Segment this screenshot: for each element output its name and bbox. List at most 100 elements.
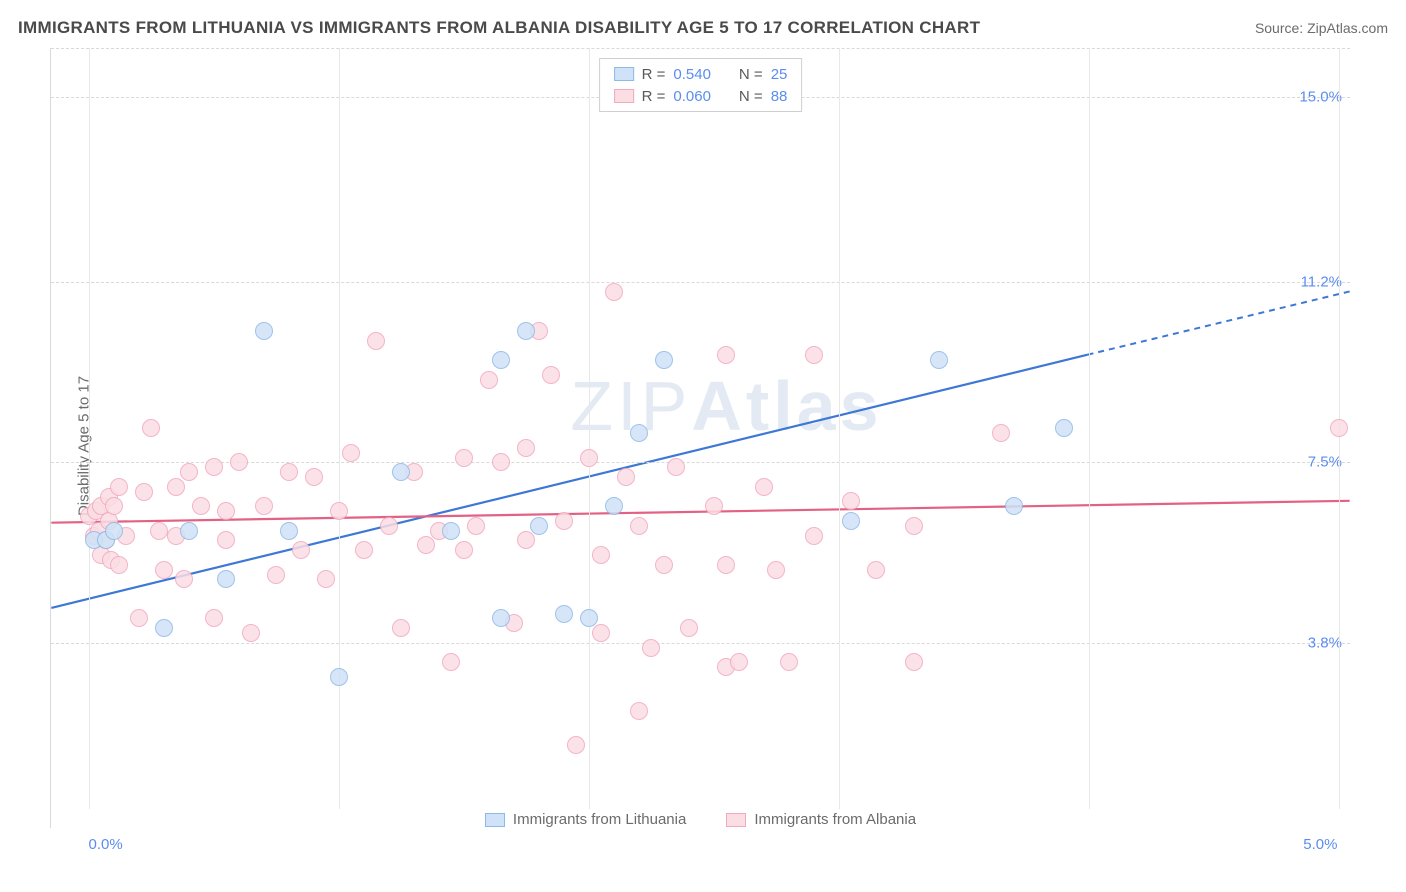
data-point bbox=[155, 561, 173, 579]
data-point bbox=[705, 497, 723, 515]
data-point bbox=[175, 570, 193, 588]
data-point bbox=[992, 424, 1010, 442]
data-point bbox=[467, 517, 485, 535]
data-point bbox=[617, 468, 635, 486]
swatch-bottom-1 bbox=[726, 813, 746, 827]
data-point bbox=[667, 458, 685, 476]
data-point bbox=[680, 619, 698, 637]
gridline-v bbox=[1339, 48, 1340, 827]
data-point bbox=[605, 497, 623, 515]
data-point bbox=[517, 439, 535, 457]
x-tick-label: 0.0% bbox=[89, 836, 123, 853]
data-point bbox=[205, 609, 223, 627]
gridline-h bbox=[51, 282, 1350, 283]
gridline-h bbox=[51, 48, 1350, 49]
y-tick-label: 15.0% bbox=[1299, 88, 1342, 105]
data-point bbox=[135, 483, 153, 501]
data-point bbox=[330, 502, 348, 520]
data-point bbox=[555, 512, 573, 530]
data-point bbox=[655, 351, 673, 369]
data-point bbox=[805, 346, 823, 364]
gridline-v bbox=[839, 48, 840, 827]
data-point bbox=[542, 366, 560, 384]
data-point bbox=[292, 541, 310, 559]
swatch-bottom-0 bbox=[485, 813, 505, 827]
data-point bbox=[392, 463, 410, 481]
data-point bbox=[255, 322, 273, 340]
legend-bottom-item-0: Immigrants from Lithuania bbox=[485, 811, 686, 828]
data-point bbox=[342, 444, 360, 462]
data-point bbox=[730, 653, 748, 671]
data-point bbox=[1005, 497, 1023, 515]
data-point bbox=[417, 536, 435, 554]
gridline-h bbox=[51, 643, 1350, 644]
data-point bbox=[517, 531, 535, 549]
legend-row-1: R = 0.060 N = 88 bbox=[614, 85, 788, 107]
data-point bbox=[642, 639, 660, 657]
source-label: Source: ZipAtlas.com bbox=[1255, 20, 1388, 36]
data-point bbox=[767, 561, 785, 579]
data-point bbox=[1330, 419, 1348, 437]
data-point bbox=[492, 609, 510, 627]
regression-line-1 bbox=[51, 501, 1349, 523]
data-point bbox=[192, 497, 210, 515]
data-point bbox=[780, 653, 798, 671]
data-point bbox=[110, 478, 128, 496]
y-tick-label: 3.8% bbox=[1308, 634, 1342, 651]
data-point bbox=[630, 702, 648, 720]
legend-bottom-item-1: Immigrants from Albania bbox=[726, 811, 916, 828]
regression-line-dash-0 bbox=[1088, 291, 1350, 354]
data-point bbox=[630, 424, 648, 442]
data-point bbox=[130, 609, 148, 627]
data-point bbox=[592, 546, 610, 564]
legend-top: R = 0.540 N = 25 R = 0.060 N = 88 bbox=[599, 58, 803, 112]
y-tick-label: 7.5% bbox=[1308, 454, 1342, 471]
data-point bbox=[105, 522, 123, 540]
data-point bbox=[255, 497, 273, 515]
data-point bbox=[110, 556, 128, 574]
data-point bbox=[455, 449, 473, 467]
gridline-v bbox=[1089, 48, 1090, 827]
data-point bbox=[317, 570, 335, 588]
data-point bbox=[217, 502, 235, 520]
data-point bbox=[380, 517, 398, 535]
data-point bbox=[355, 541, 373, 559]
x-tick-label: 5.0% bbox=[1303, 836, 1337, 853]
data-point bbox=[717, 346, 735, 364]
data-point bbox=[805, 527, 823, 545]
data-point bbox=[555, 605, 573, 623]
data-point bbox=[217, 570, 235, 588]
scatter-plot: ZIPAtlas R = 0.540 N = 25 R = 0.060 N = … bbox=[50, 48, 1350, 828]
data-point bbox=[567, 736, 585, 754]
data-point bbox=[492, 351, 510, 369]
gridline-v bbox=[339, 48, 340, 827]
data-point bbox=[230, 453, 248, 471]
data-point bbox=[242, 624, 260, 642]
data-point bbox=[180, 463, 198, 481]
data-point bbox=[905, 517, 923, 535]
data-point bbox=[105, 497, 123, 515]
data-point bbox=[930, 351, 948, 369]
data-point bbox=[630, 517, 648, 535]
data-point bbox=[1055, 419, 1073, 437]
swatch-series-0 bbox=[614, 67, 634, 81]
data-point bbox=[905, 653, 923, 671]
data-point bbox=[480, 371, 498, 389]
gridline-v bbox=[589, 48, 590, 827]
legend-row-0: R = 0.540 N = 25 bbox=[614, 63, 788, 85]
data-point bbox=[150, 522, 168, 540]
data-point bbox=[867, 561, 885, 579]
data-point bbox=[180, 522, 198, 540]
data-point bbox=[717, 556, 735, 574]
data-point bbox=[280, 522, 298, 540]
data-point bbox=[155, 619, 173, 637]
data-point bbox=[580, 449, 598, 467]
data-point bbox=[167, 478, 185, 496]
data-point bbox=[517, 322, 535, 340]
gridline-v bbox=[89, 48, 90, 827]
swatch-series-1 bbox=[614, 89, 634, 103]
data-point bbox=[442, 653, 460, 671]
data-point bbox=[655, 556, 673, 574]
data-point bbox=[305, 468, 323, 486]
chart-title: IMMIGRANTS FROM LITHUANIA VS IMMIGRANTS … bbox=[18, 18, 980, 38]
